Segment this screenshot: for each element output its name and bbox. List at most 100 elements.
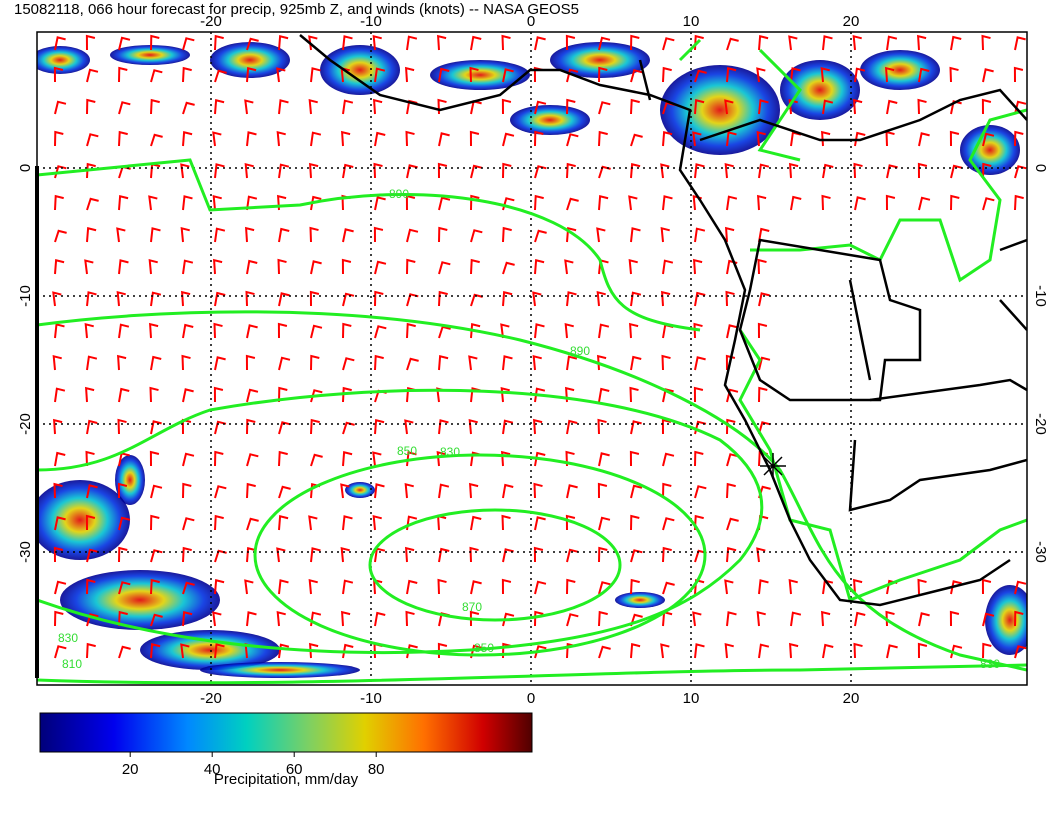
colorbar-tick-label: 80 — [368, 761, 385, 778]
wind-barb — [54, 323, 65, 339]
lon-label: -10 — [360, 13, 382, 30]
contour-label: 830 — [440, 445, 460, 459]
wind-barb — [949, 610, 960, 627]
wind-barb — [694, 643, 705, 659]
wind-barb — [246, 388, 259, 403]
wind-barb — [1013, 66, 1024, 83]
wind-barb — [628, 259, 638, 275]
wind-barb — [470, 229, 483, 243]
wind-barb — [182, 610, 193, 627]
wind-barb — [534, 36, 546, 51]
wind-barb — [309, 290, 320, 307]
lon-label: 0 — [527, 690, 535, 707]
wind-barb — [470, 164, 483, 179]
wind-barb — [629, 386, 639, 403]
wind-barb — [788, 35, 798, 51]
wind-barb — [1014, 580, 1027, 595]
wind-barb — [598, 516, 611, 531]
wind-barb — [373, 226, 384, 243]
wind-barb — [598, 36, 611, 51]
wind-barb — [340, 483, 350, 499]
wind-barb — [566, 197, 579, 211]
lat-label: -20 — [17, 413, 34, 435]
wind-barb — [54, 258, 65, 275]
wind-barb — [214, 485, 227, 499]
wind-barb — [150, 34, 160, 51]
wind-barb — [53, 482, 63, 499]
contour-label: 830 — [58, 631, 78, 645]
wind-barb — [662, 482, 672, 499]
wind-barb — [277, 322, 288, 339]
wind-barb — [598, 387, 610, 403]
wind-barb — [212, 195, 222, 211]
wind-barb — [150, 549, 163, 563]
wind-barb — [726, 324, 738, 339]
wind-barb — [532, 291, 542, 307]
wind-barb — [118, 516, 131, 531]
wind-barb — [597, 354, 607, 371]
wind-barb — [182, 101, 195, 115]
wind-barb — [278, 421, 291, 435]
contour-label: 890 — [570, 344, 590, 358]
lon-label: 10 — [683, 13, 700, 30]
wind-barb — [278, 579, 289, 595]
wind-barb — [118, 546, 128, 563]
wind-barb — [1014, 194, 1024, 211]
wind-barb — [214, 514, 224, 531]
axis-bar — [35, 166, 39, 294]
wind-barb — [86, 162, 96, 179]
wind-barb — [501, 578, 512, 595]
wind-barb — [534, 516, 546, 531]
wind-barb — [118, 610, 128, 627]
wind-barb — [566, 68, 579, 83]
wind-barb — [470, 258, 480, 275]
wind-barb — [150, 484, 163, 499]
wind-barb — [726, 388, 739, 403]
wind-barb — [54, 100, 67, 115]
wind-barb — [278, 227, 290, 243]
wind-barb — [694, 291, 706, 307]
wind-barb — [437, 98, 447, 115]
wind-barb — [374, 611, 386, 627]
wind-barb — [52, 291, 62, 307]
wind-barb — [373, 162, 383, 179]
wind-barb — [534, 100, 547, 115]
wind-barb — [86, 642, 96, 659]
wind-barb — [726, 418, 736, 435]
wind-barb — [342, 228, 354, 243]
wind-barb — [374, 131, 386, 147]
wind-barb — [149, 386, 159, 403]
wind-barb — [502, 68, 514, 83]
wind-barb — [502, 162, 512, 179]
wind-barb — [694, 69, 707, 83]
wind-barb — [502, 612, 515, 627]
wind-barb — [598, 194, 609, 211]
wind-barb — [118, 101, 131, 115]
lat-label: 0 — [1032, 164, 1049, 172]
wind-barb — [854, 131, 866, 147]
lon-label: -10 — [360, 690, 382, 707]
wind-barb — [342, 99, 354, 115]
contour-label: 890 — [389, 187, 409, 201]
precip-area — [110, 45, 190, 65]
wind-barb — [756, 547, 766, 563]
wind-barb — [310, 389, 323, 403]
precip-area — [210, 42, 290, 78]
wind-barb — [374, 547, 386, 563]
precip-area — [37, 480, 130, 560]
wind-barb — [662, 581, 675, 595]
precip-area — [615, 592, 665, 608]
wind-barb — [278, 485, 291, 499]
wind-barb — [630, 484, 643, 499]
wind-barb — [406, 35, 418, 51]
precip-area — [140, 630, 280, 670]
wind-barb — [502, 261, 515, 275]
wind-barb — [117, 482, 128, 499]
wind-barb — [340, 547, 350, 563]
wind-barb — [726, 131, 737, 147]
wind-barb — [214, 69, 227, 83]
wind-barb — [181, 354, 191, 371]
wind-barb — [598, 546, 608, 563]
wind-barb — [790, 611, 802, 627]
wind-barb — [86, 226, 97, 243]
